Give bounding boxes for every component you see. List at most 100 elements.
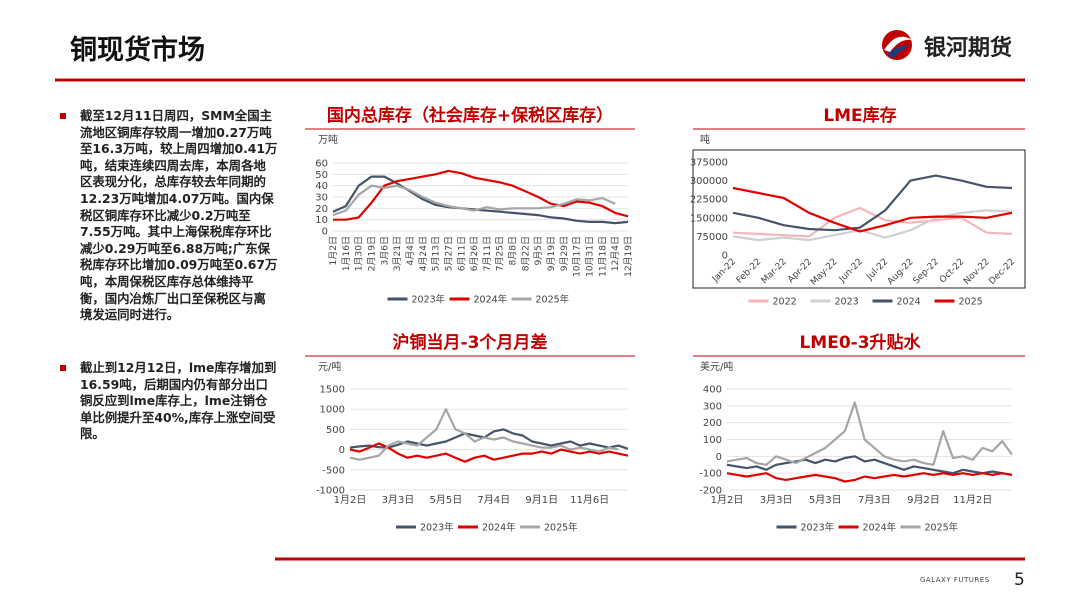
x-tick-label: 9月19日 xyxy=(546,236,557,271)
x-tick-label: 10月17日 xyxy=(572,236,583,277)
x-tick-label: 9月5日 xyxy=(533,236,544,265)
x-tick-label: 11月6日 xyxy=(570,494,609,506)
y-tick-label: 50 xyxy=(315,170,328,181)
y-axis-label: 吨 xyxy=(700,133,710,146)
legend-label: 2025年 xyxy=(544,522,578,534)
y-tick-label: -100 xyxy=(699,469,722,480)
x-tick-label: 11月18日 xyxy=(597,236,608,277)
legend-label: 2023年 xyxy=(420,522,454,534)
legend-label: 2022 xyxy=(773,297,797,308)
y-tick-label: 0 xyxy=(722,251,728,262)
chart-title: LME0-3升贴水 xyxy=(799,332,921,353)
x-tick-label: Sep-22 xyxy=(912,257,941,286)
legend-label: 2024年 xyxy=(482,522,516,534)
x-tick-label: 5月27日 xyxy=(443,236,454,271)
y-tick-label: -500 xyxy=(322,465,345,476)
y-tick-label: 225000 xyxy=(690,195,728,206)
y-tick-label: 300000 xyxy=(690,176,728,187)
y-tick-label: 100 xyxy=(703,435,722,446)
bullet: 截至12月11日周四，SMM全国主流地区铜库存较周一增加0.27万吨至16.3万… xyxy=(60,108,278,324)
y-tick-label: 300 xyxy=(703,401,722,412)
x-tick-label: 5月3日 xyxy=(809,494,842,506)
x-tick-label: 8月8日 xyxy=(508,236,519,265)
chart-title: 沪铜当月-3个月月差 xyxy=(393,332,548,353)
x-tick-label: Nov-22 xyxy=(962,257,992,287)
series-line xyxy=(732,186,1013,233)
x-tick-label: 12月19日 xyxy=(623,236,634,277)
legend-label: 2024年 xyxy=(863,522,897,534)
y-tick-label: -1000 xyxy=(316,486,345,497)
x-tick-label: 1月16日 xyxy=(341,236,352,271)
x-tick-label: 9月1日 xyxy=(525,494,558,506)
y-tick-label: 1000 xyxy=(320,405,345,416)
y-tick-label: 500 xyxy=(326,425,345,436)
series-line xyxy=(332,184,616,217)
y-tick-label: 0 xyxy=(322,227,328,238)
x-tick-label: 3月3日 xyxy=(382,494,415,506)
logo-icon xyxy=(882,30,912,60)
y-tick-label: 1500 xyxy=(320,385,345,396)
x-tick-label: 1月2日 xyxy=(334,494,367,506)
x-tick-label: Mar-22 xyxy=(760,257,789,286)
x-tick-label: 3月6日 xyxy=(379,236,390,265)
legend-label: 2024年 xyxy=(474,294,508,306)
legend-label: 2025年 xyxy=(925,522,959,534)
y-tick-label: 375000 xyxy=(690,158,728,169)
footer-brand: GALAXY FUTURES xyxy=(920,576,990,584)
x-tick-label: 9月2日 xyxy=(907,494,940,506)
x-tick-label: 1月2日 xyxy=(711,494,744,506)
y-tick-label: 400 xyxy=(703,385,722,396)
x-tick-label: May-22 xyxy=(809,257,840,288)
series-line xyxy=(349,442,629,463)
y-tick-label: 150000 xyxy=(690,213,728,224)
x-tick-label: 2月19日 xyxy=(366,236,377,271)
y-tick-label: 40 xyxy=(315,181,328,192)
slide-title: 铜现货市场 xyxy=(70,35,205,66)
x-tick-label: 3月21日 xyxy=(392,236,403,271)
x-tick-label: Oct-22 xyxy=(938,257,966,285)
y-tick-label: 200 xyxy=(703,418,722,429)
x-tick-label: 7月3日 xyxy=(858,494,891,506)
x-tick-label: 10月31日 xyxy=(585,236,596,277)
series-line xyxy=(333,169,629,221)
y-axis-label: 万吨 xyxy=(318,133,338,146)
x-tick-label: 3月3日 xyxy=(760,494,793,506)
chart-title: 国内总库存（社会库存+保税区库存） xyxy=(327,105,613,126)
y-tick-label: 0 xyxy=(339,445,345,456)
chart-title: LME库存 xyxy=(823,105,896,126)
plot-frame xyxy=(692,149,1026,289)
series-line xyxy=(349,428,629,450)
x-tick-label: 6月26日 xyxy=(469,236,480,271)
x-tick-label: 12月4日 xyxy=(610,236,621,271)
series-line xyxy=(726,472,1013,483)
x-tick-label: Jun-22 xyxy=(837,257,865,285)
x-tick-label: Aug-22 xyxy=(886,257,916,287)
legend-label: 2024 xyxy=(897,297,921,308)
legend-label: 2023 xyxy=(835,297,859,308)
x-tick-label: 8月22日 xyxy=(520,236,531,271)
legend-label: 2023年 xyxy=(801,522,835,534)
y-tick-label: -200 xyxy=(699,486,722,497)
series-line xyxy=(726,401,1013,466)
legend-label: 2025年 xyxy=(536,294,570,306)
y-axis-label: 美元/吨 xyxy=(700,360,733,373)
y-tick-label: 20 xyxy=(315,204,328,215)
x-tick-label: 7月25日 xyxy=(495,236,506,271)
bullet-text: 截至12月11日周四，SMM全国主流地区铜库存较周一增加0.27万吨至16.3万… xyxy=(80,108,278,323)
legend-label: 2023年 xyxy=(412,294,446,306)
x-tick-label: 1月30日 xyxy=(354,236,365,271)
y-axis-label: 元/吨 xyxy=(318,360,341,373)
x-tick-label: 4月24日 xyxy=(418,236,429,271)
series-line xyxy=(332,175,629,225)
series-line xyxy=(732,209,1013,242)
series-line xyxy=(732,206,1013,238)
x-tick-label: 7月4日 xyxy=(477,494,510,506)
y-tick-label: 10 xyxy=(315,215,328,226)
x-tick-label: 7月11日 xyxy=(482,236,493,271)
x-tick-label: Dec-22 xyxy=(987,257,1017,287)
x-tick-label: 9月29日 xyxy=(559,236,570,271)
logo-text: 银河期货 xyxy=(924,36,1013,61)
x-tick-label: 11月2日 xyxy=(953,494,992,506)
bullet: 截止到12月12日，lme库存增加到16.59吨，后期国内仍有部分出口铜反应到l… xyxy=(60,360,278,443)
